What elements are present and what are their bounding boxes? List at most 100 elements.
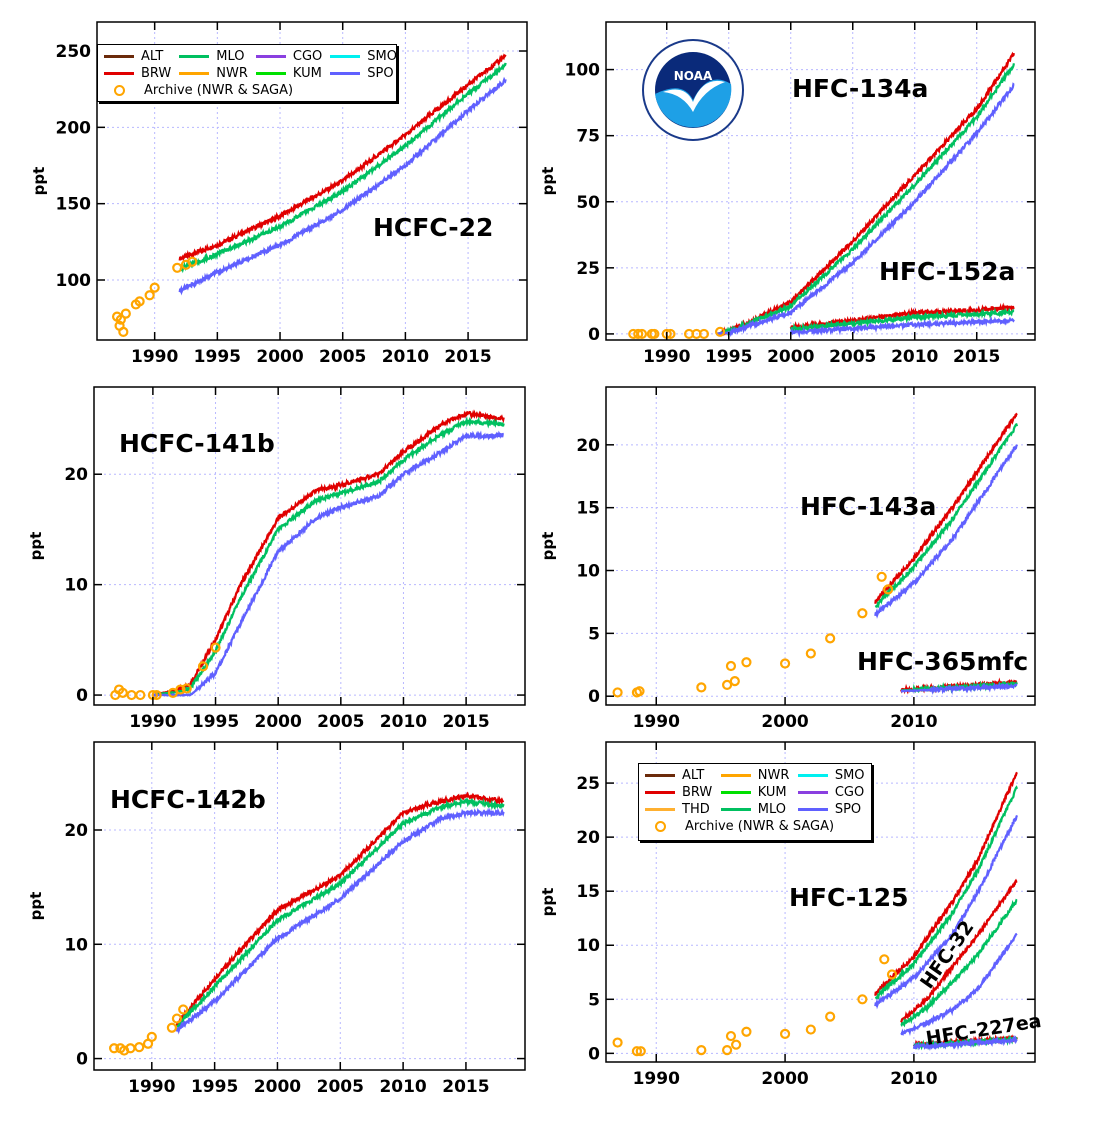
x-tick-label: 2015 [442, 1077, 489, 1097]
legend-swatch [330, 55, 361, 58]
compound-label: HFC-32 [916, 917, 979, 993]
archive-point [115, 314, 126, 325]
y-axis-label: ppt [27, 892, 45, 921]
archive-point [886, 969, 898, 980]
series-line-HCFC-22-BRW [178, 53, 507, 262]
archive-point [178, 1004, 189, 1015]
archive-point [857, 994, 868, 1005]
legend-swatch [255, 72, 286, 75]
x-tick-label: 2000 [761, 712, 808, 732]
x-tick-label: 2010 [382, 347, 429, 367]
legend-swatch [720, 791, 751, 794]
archive-point [696, 682, 707, 693]
archive-point [175, 684, 186, 695]
archive-point [149, 282, 160, 293]
x-tick-label: 1995 [705, 347, 752, 367]
y-axis-label: ppt [539, 532, 557, 561]
y-axis-label: ppt [539, 167, 557, 196]
legend-item-archive: Archive (NWR & SAGA) [645, 818, 865, 835]
panel-4: 1990 2000 2010 0 5 10 15 20 ppt HFC-143a HFC-365mf… [539, 386, 1036, 732]
archive-point [612, 1037, 623, 1048]
series-line-HCFC-142b-BRW [175, 791, 505, 1027]
legend-label: ALT [682, 768, 705, 783]
legend-swatch [104, 72, 134, 75]
archive-point [883, 584, 894, 595]
legend-swatch [645, 791, 675, 794]
legend-label: SMO [834, 768, 865, 783]
series-line-HFC-32-MLO [900, 898, 1018, 1028]
series-line-HFC-143a-SPO [874, 444, 1018, 619]
panel-2: 1990 1995 2000 2005 2010 2015 0 25 50 75 100 ppt HFC… [539, 21, 1036, 367]
legend-label: BRW [682, 785, 713, 800]
archive-point [134, 1042, 145, 1053]
series-line-HCFC-142b-SPO [175, 807, 505, 1035]
archive-point [146, 1031, 157, 1042]
legend-label: NWR [757, 768, 790, 783]
x-tick-label: 2010 [380, 712, 427, 732]
archive-point [118, 326, 129, 338]
archive-point [172, 262, 183, 273]
archive-point [741, 1026, 752, 1037]
archive-point [805, 648, 816, 659]
plot-frame [605, 386, 1036, 706]
archive-point [876, 571, 887, 582]
y-tick-label: 10 [576, 562, 600, 582]
y-tick-label: 150 [56, 195, 92, 215]
panel-1: 1990 1995 2000 2005 2010 2015 100 150 200 250 ppt H… [30, 21, 528, 367]
archive-point [729, 676, 740, 687]
legend-item-BRW: BRW [645, 784, 713, 801]
legend-label: KUM [757, 785, 787, 800]
archive-point [181, 683, 192, 694]
legend-swatch [720, 808, 751, 811]
plot-frame [605, 741, 1036, 1063]
legend-item-MLO: MLO [720, 801, 790, 818]
legend-label: Archive (NWR & SAGA) [144, 83, 294, 98]
compound-label: HCFC-142b [110, 785, 266, 814]
x-tick-label: 2000 [761, 1069, 808, 1089]
archive-point [187, 256, 198, 267]
x-tick-label: 2005 [317, 712, 364, 732]
series-line-HFC-365mfc-SPO [900, 682, 1018, 695]
y-tick-label: 10 [576, 936, 600, 956]
logo-text: NOAA [674, 69, 713, 83]
x-tick-label: 1990 [633, 1069, 680, 1089]
x-tick-label: 2015 [953, 347, 1000, 367]
compound-label: HFC-134a [792, 74, 928, 103]
y-tick-label: 5 [588, 990, 600, 1010]
series-line-HFC-134a-SPO [715, 82, 1015, 338]
y-tick-label: 20 [64, 821, 88, 841]
legend-label: NWR [216, 66, 248, 81]
archive-point [144, 290, 155, 301]
y-tick-label: 5 [588, 624, 600, 644]
legend-swatch [330, 72, 361, 75]
legend-item-KUM: KUM [255, 65, 322, 82]
legend-bottom: ALT NWR SMO BRW KUM CGO THD MLO SPO Archive (NWR … [638, 763, 872, 841]
archive-point [649, 328, 660, 340]
x-tick-label: 2005 [319, 347, 366, 367]
series-line-HFC-143a-MLO [874, 422, 1019, 609]
archive-point [117, 687, 128, 698]
legend-label: Archive (NWR & SAGA) [685, 819, 835, 834]
legend-label: BRW [141, 66, 172, 81]
archive-point [631, 1046, 643, 1057]
y-axis-label: ppt [539, 888, 557, 917]
legend-item-NWR: NWR [179, 65, 248, 82]
series-line-HFC-32-SPO [900, 932, 1018, 1037]
archive-point [714, 326, 726, 337]
y-tick-label: 25 [576, 259, 600, 279]
y-tick-label: 0 [76, 686, 88, 706]
compound-label: HFC-152a [879, 257, 1015, 286]
legend-label: ALT [141, 49, 164, 64]
legend-label: SPO [367, 66, 394, 81]
series-line-HCFC-141b-SPO [152, 430, 504, 697]
compound-label: HFC-125 [789, 883, 908, 912]
x-tick-label: 1990 [129, 712, 176, 732]
x-tick-label: 1990 [643, 347, 690, 367]
series-line-HFC-134a-MLO [716, 63, 1015, 337]
series-line-HCFC-141b-MLO [152, 416, 505, 697]
legend-label: KUM [292, 66, 322, 81]
noaa-logo: NOAA [642, 39, 744, 141]
x-tick-label: 1995 [192, 712, 239, 732]
y-tick-label: 0 [588, 1044, 600, 1064]
series-line-HFC-152a-MLO [790, 307, 1015, 334]
